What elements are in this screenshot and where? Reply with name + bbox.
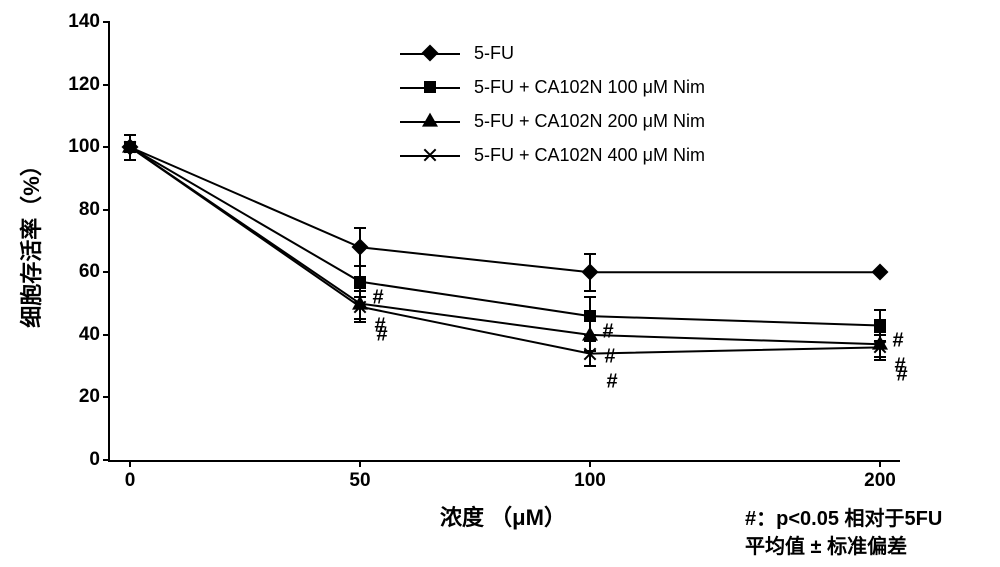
significance-marker: # <box>372 286 383 309</box>
data-point <box>354 276 366 288</box>
significance-marker: # <box>892 330 903 353</box>
figure: 020406080100120140050100200######### 细胞存… <box>0 0 1000 567</box>
data-point <box>582 326 598 340</box>
footnote-significance: #：p<0.05 相对于5FU <box>745 502 942 531</box>
significance-marker: # <box>376 323 387 346</box>
significance-marker: # <box>606 370 617 393</box>
significance-marker: # <box>604 345 615 368</box>
footnote-stats: 平均值 ± 标准偏差 <box>745 530 907 559</box>
significance-marker: # <box>896 364 907 387</box>
data-point <box>353 300 367 314</box>
series-lines <box>110 22 900 460</box>
significance-marker: # <box>602 321 613 344</box>
data-point <box>874 319 886 331</box>
x-axis-label: 浓度 （μM） <box>440 500 566 532</box>
y-axis-label: 细胞存活率（%） <box>14 154 46 328</box>
data-point <box>583 347 597 361</box>
data-point <box>123 140 137 154</box>
data-point <box>873 340 887 354</box>
data-point <box>584 310 596 322</box>
plot-area: 020406080100120140050100200######### <box>108 22 900 462</box>
